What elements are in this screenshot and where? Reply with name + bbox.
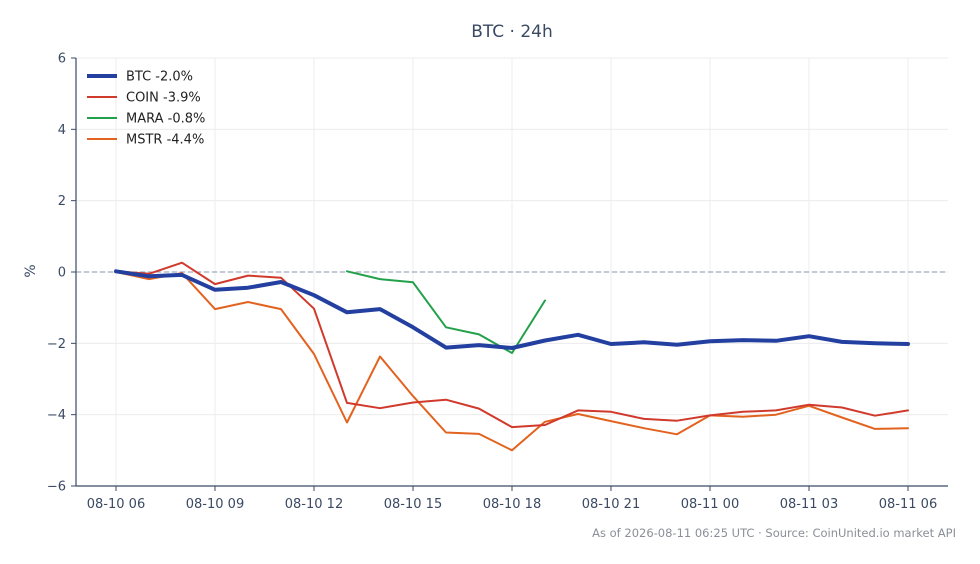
y-tick-label-5: 4 bbox=[58, 123, 66, 138]
y-tick-label-6: 6 bbox=[58, 52, 66, 67]
y-tick-label-4: 2 bbox=[58, 194, 66, 209]
legend-label-2: MARA -0.8% bbox=[126, 112, 205, 127]
legend-label-1: COIN -3.9% bbox=[126, 91, 201, 106]
series-line-1 bbox=[115, 261, 909, 429]
y-tick-label-2: −2 bbox=[47, 337, 66, 352]
y-tick-label-1: −4 bbox=[47, 408, 66, 423]
series-line-0 bbox=[114, 269, 910, 350]
source-footer: As of 2026-08-11 06:25 UTC · Source: Coi… bbox=[592, 526, 956, 540]
x-tick-label-3: 08-10 15 bbox=[384, 497, 442, 512]
x-tick-label-5: 08-10 21 bbox=[582, 497, 640, 512]
legend-label-3: MSTR -4.4% bbox=[126, 133, 204, 148]
series-line-3 bbox=[115, 271, 909, 452]
x-axis-ticks: 08-10 06 08-10 09 08-10 12 08-10 15 08-10 18… bbox=[87, 486, 937, 512]
y-tick-label-3: 0 bbox=[58, 266, 66, 281]
y-tick-label-0: −6 bbox=[47, 480, 66, 495]
x-tick-label-7: 08-11 03 bbox=[780, 497, 838, 512]
legend-label-0: BTC -2.0% bbox=[126, 70, 193, 85]
x-tick-label-8: 08-11 06 bbox=[879, 497, 937, 512]
series-line-2 bbox=[346, 270, 546, 354]
y-axis-ticks: −6 −4 −2 0 2 4 6 bbox=[47, 52, 76, 495]
series-lines bbox=[114, 261, 910, 452]
x-tick-label-2: 08-10 12 bbox=[285, 497, 343, 512]
x-tick-label-6: 08-11 00 bbox=[681, 497, 739, 512]
chart-title: BTC · 24h bbox=[471, 22, 553, 42]
y-axis-label: % bbox=[23, 264, 39, 277]
x-tick-label-1: 08-10 09 bbox=[186, 497, 244, 512]
legend: BTC -2.0% COIN -3.9% MARA -0.8% MSTR -4.4% bbox=[87, 70, 205, 148]
x-tick-label-0: 08-10 06 bbox=[87, 497, 145, 512]
x-tick-label-4: 08-10 18 bbox=[483, 497, 541, 512]
